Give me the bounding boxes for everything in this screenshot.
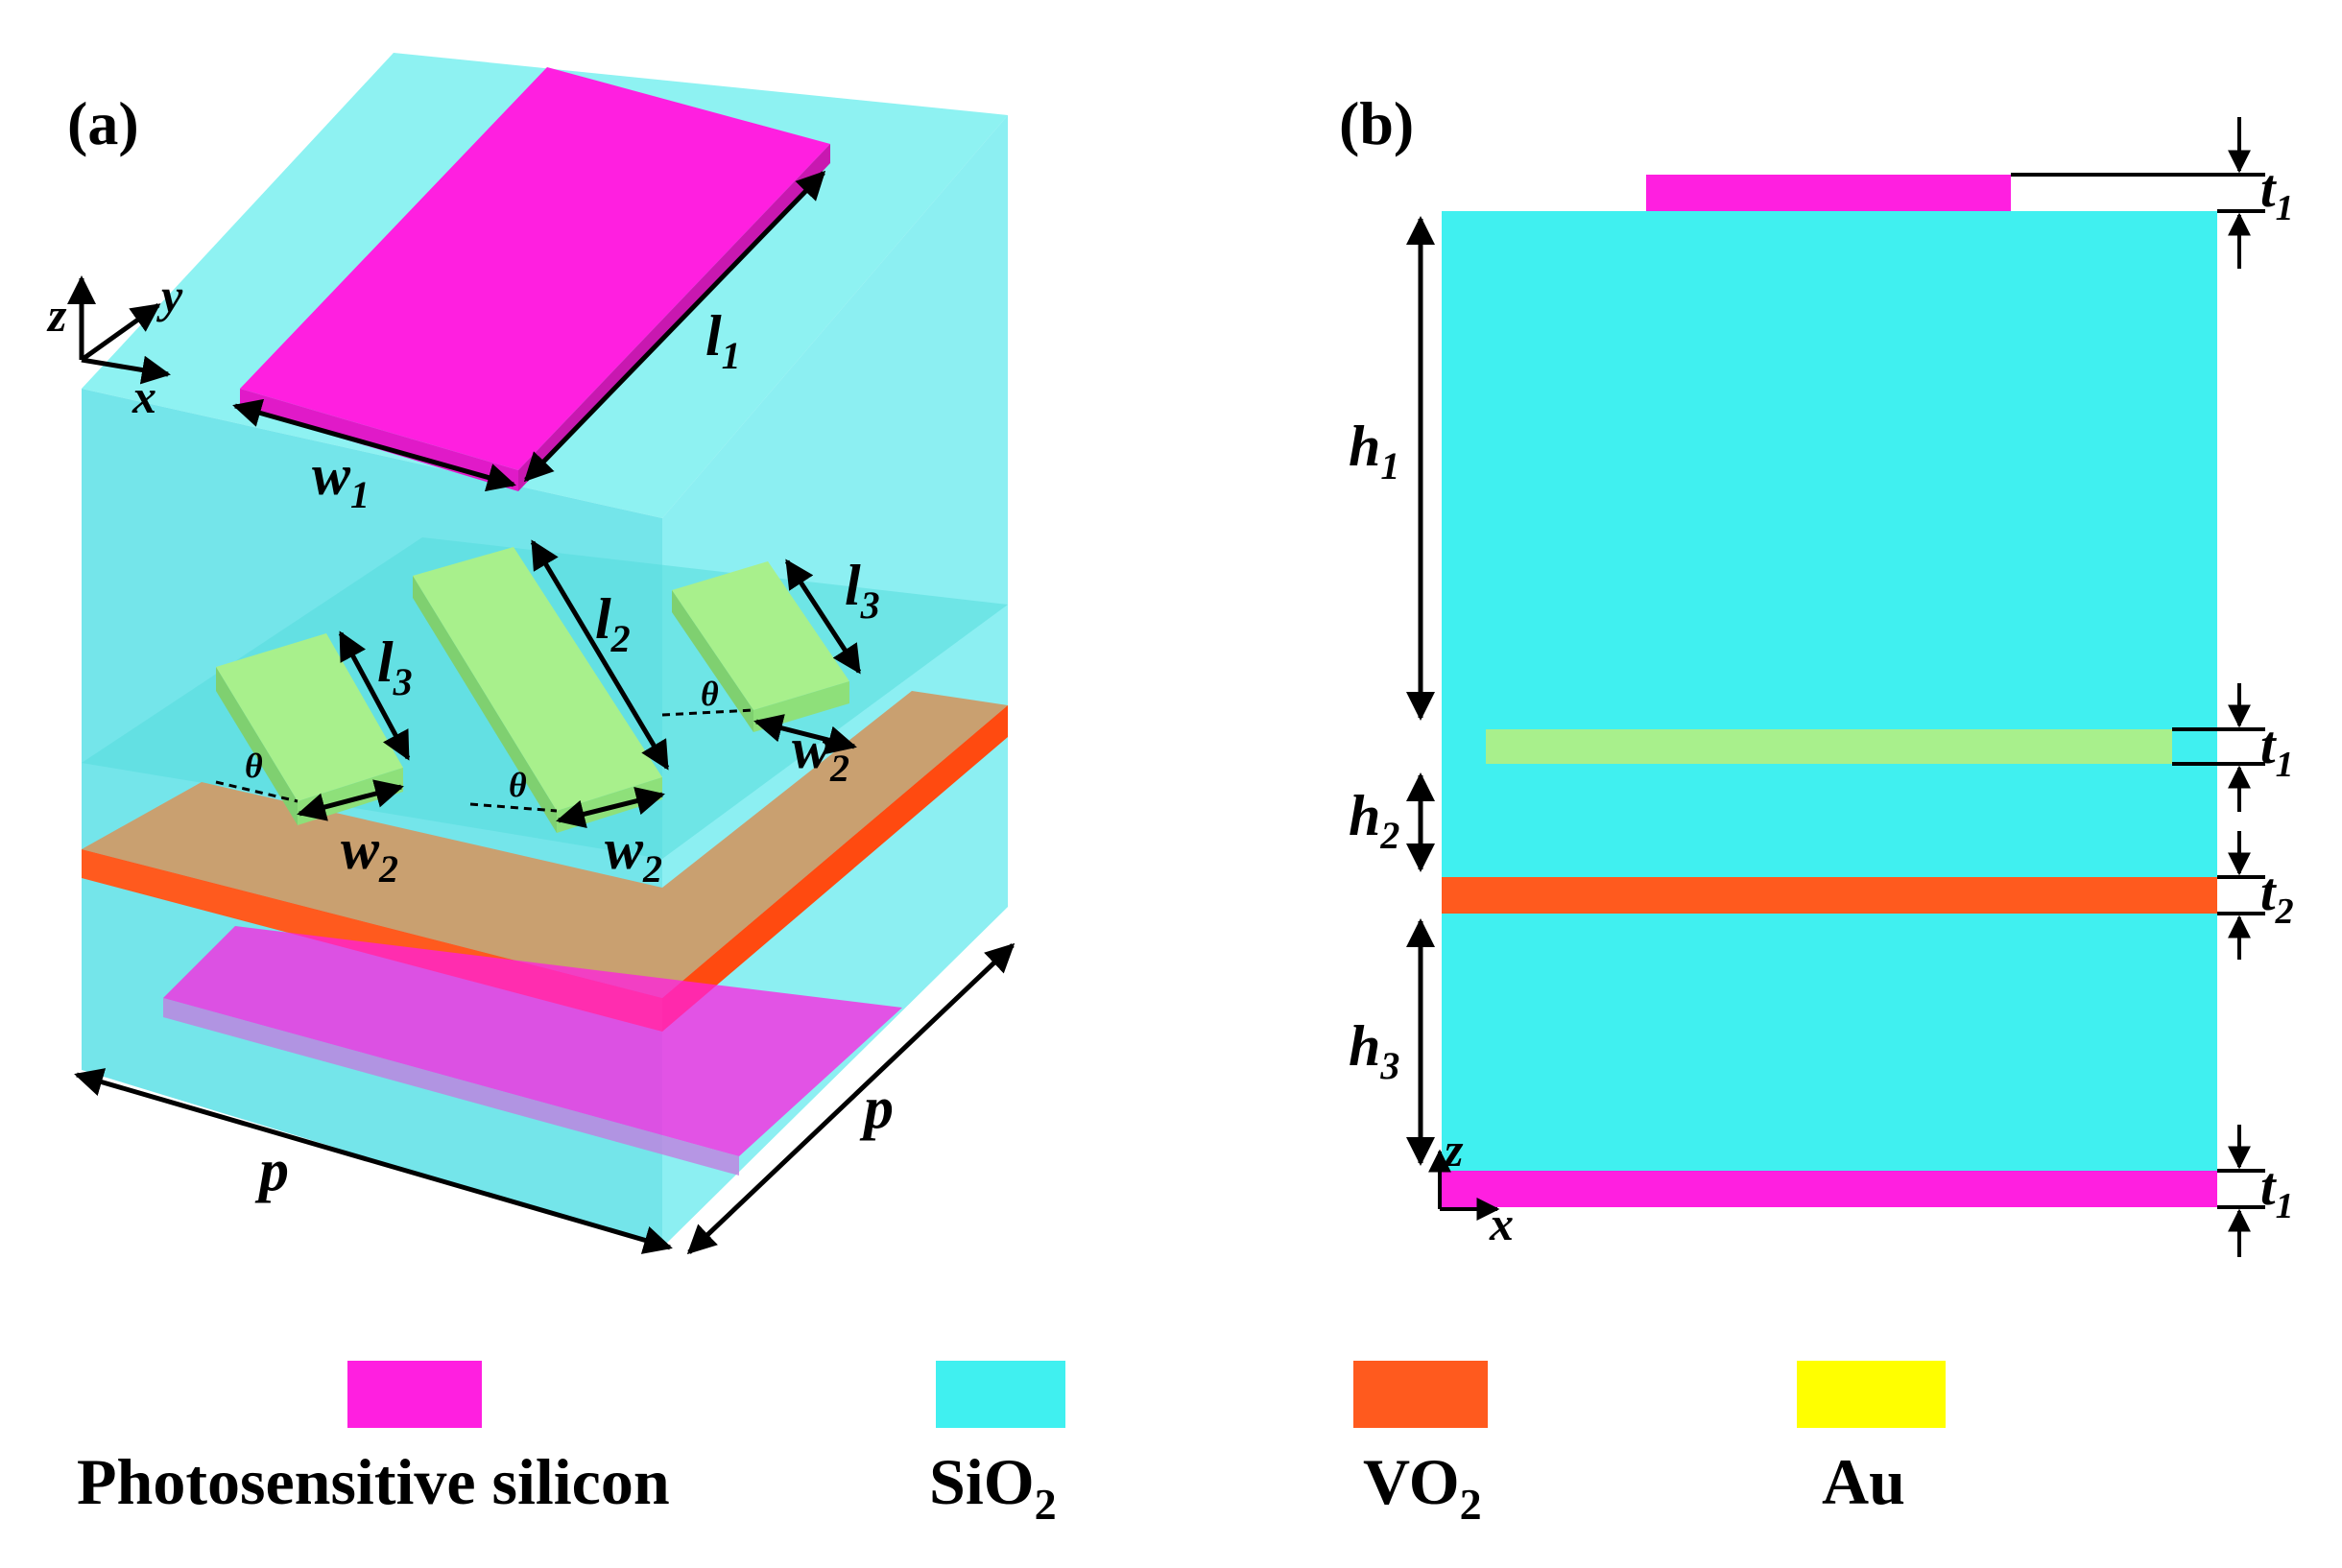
resonator-left-front bbox=[216, 667, 298, 825]
vo2-frame-top bbox=[82, 691, 1008, 998]
legend-swatch-sio2 bbox=[936, 1361, 1065, 1428]
axes-a bbox=[67, 275, 171, 385]
axis-x-label: x bbox=[131, 369, 156, 423]
axes-b bbox=[1428, 1149, 1500, 1221]
resonator-center-front bbox=[413, 576, 557, 833]
resonator-right-front bbox=[672, 590, 753, 732]
legend-swatch-au bbox=[1797, 1361, 1946, 1428]
label-w2-center: w2 bbox=[605, 818, 662, 891]
label-l3-right: l3 bbox=[845, 554, 880, 627]
legend-item-vo2: VO2 bbox=[1353, 1361, 1488, 1529]
legend-swatch-photosensitive-silicon bbox=[347, 1361, 482, 1428]
label-p-side: p bbox=[859, 1076, 894, 1141]
panel-a: (a) bbox=[46, 53, 1016, 1255]
axis-y-label: y bbox=[156, 269, 183, 322]
b-sio2-body bbox=[1442, 211, 2217, 1171]
arrow-w2-left bbox=[297, 779, 404, 821]
panel-b: (b) bbox=[1339, 89, 2294, 1257]
label-h1: h1 bbox=[1349, 415, 1399, 487]
label-h3: h3 bbox=[1349, 1014, 1399, 1087]
label-l1: l1 bbox=[705, 304, 741, 377]
label-theta-center: θ bbox=[509, 766, 527, 804]
arrow-p-front bbox=[74, 1068, 673, 1254]
arrow-p-side bbox=[686, 942, 1016, 1255]
label-p-front: p bbox=[254, 1138, 289, 1203]
label-l3-left: l3 bbox=[377, 630, 413, 703]
legend-label-photosensitive-silicon: Photosensitive silicon bbox=[77, 1445, 670, 1518]
legend-label-vo2: VO2 bbox=[1363, 1445, 1482, 1529]
label-t2: t2 bbox=[2260, 863, 2294, 932]
arrow-l3-right bbox=[784, 558, 862, 675]
dimension-arrows-a bbox=[74, 170, 1016, 1255]
label-l2: l2 bbox=[595, 587, 631, 660]
label-t1-mid: t1 bbox=[2260, 716, 2294, 785]
label-t1-top: t1 bbox=[2260, 159, 2294, 228]
arrow-l3-left bbox=[338, 630, 411, 761]
b-axis-x-label: x bbox=[1489, 1197, 1514, 1250]
b-resonator-layer bbox=[1486, 729, 2172, 764]
label-h2: h2 bbox=[1349, 784, 1399, 857]
label-theta-right: θ bbox=[701, 675, 719, 713]
axis-z-label: z bbox=[46, 288, 67, 342]
arrow-l1 bbox=[523, 170, 826, 483]
legend: Photosensitive silicon SiO2 VO2 Au bbox=[77, 1361, 1946, 1529]
legend-item-au: Au bbox=[1797, 1361, 1946, 1518]
b-reference-lines bbox=[2011, 173, 2265, 1209]
panel-a-label: (a) bbox=[67, 89, 139, 157]
label-w1: w1 bbox=[312, 443, 370, 516]
b-bottom-silicon bbox=[1442, 1171, 2217, 1207]
arrow-l2 bbox=[530, 539, 670, 771]
label-theta-left: θ bbox=[245, 747, 263, 785]
arrow-w1 bbox=[232, 398, 516, 492]
theta-guides bbox=[215, 708, 754, 813]
arrow-w2-right bbox=[753, 714, 857, 754]
b-vo2-layer bbox=[1442, 877, 2217, 914]
legend-label-au: Au bbox=[1822, 1445, 1905, 1518]
label-w2-left: w2 bbox=[341, 818, 398, 891]
legend-item-sio2: SiO2 bbox=[929, 1361, 1065, 1529]
legend-swatch-vo2 bbox=[1353, 1361, 1488, 1428]
b-axis-z-label: z bbox=[1443, 1123, 1464, 1176]
legend-item-photosensitive-silicon: Photosensitive silicon bbox=[77, 1361, 670, 1518]
label-t1-bottom: t1 bbox=[2260, 1157, 2294, 1226]
panel-b-label: (b) bbox=[1339, 89, 1414, 157]
b-top-silicon bbox=[1646, 175, 2011, 211]
arrow-w2-center bbox=[556, 786, 665, 829]
label-w2-right: w2 bbox=[792, 717, 849, 790]
legend-label-sio2: SiO2 bbox=[929, 1445, 1057, 1529]
